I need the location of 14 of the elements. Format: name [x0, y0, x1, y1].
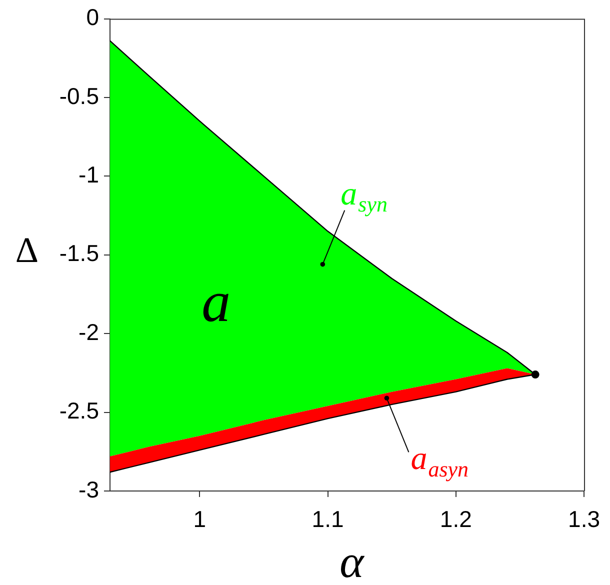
- y-tick-label: -1.5: [59, 240, 99, 266]
- x-tick-label: 1.3: [568, 506, 600, 532]
- y-tick-label: -1: [78, 162, 99, 188]
- y-tick-label: 0: [86, 4, 99, 30]
- y-tick-label: -2: [78, 318, 99, 345]
- y-axis-title: Δ: [15, 230, 39, 270]
- y-tick-label: -2.5: [59, 398, 99, 424]
- y-tick-label: -0.5: [59, 82, 99, 109]
- annotation: a: [202, 269, 231, 334]
- y-tick-label: -3: [78, 476, 99, 502]
- x-axis-title: α: [340, 536, 365, 585]
- x-tick-label: 1.2: [440, 506, 472, 532]
- x-tick-label: 1: [193, 506, 206, 532]
- x-tick-label: 1.1: [312, 506, 344, 532]
